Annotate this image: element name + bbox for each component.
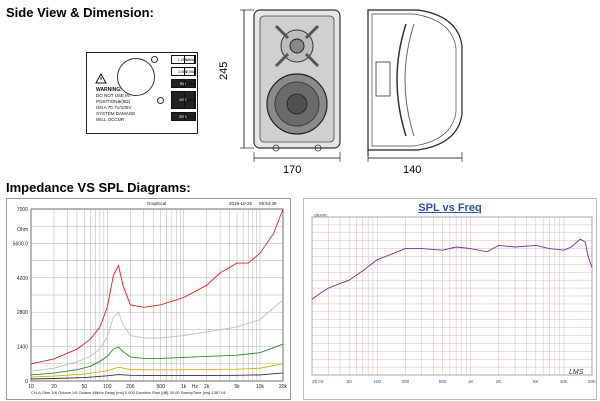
y-tick-label: 1400 [17,345,28,351]
warning-line: POSITION⊗(8Ω) [96,99,131,104]
chart-header-date: 2018-10-25 [229,201,253,206]
diagrams-heading: Impedance VS SPL Diagrams: [6,180,191,195]
x-tick-label: 20K [588,379,596,384]
x-axis-label: Hz [192,384,199,390]
screw-icon [157,97,164,104]
warning-line: WARNING: [96,87,122,93]
x-tick-label: 1K [468,379,474,384]
x-tick-label: 10k [256,384,265,390]
tap-column-right: 0.6W 1.5W 2.5W 100V N.C. [184,55,196,124]
tap-selector: 1.25W [171,55,195,64]
x-tick-label: 20 [51,384,57,390]
y-tick-label: 5600.0 [13,241,29,247]
side-view-drawing [367,9,463,162]
rear-label-plate: WARNING: DO NOT USE IN POSITION⊗(8Ω) ON … [86,52,198,134]
tap-selector: 100V [184,91,196,109]
x-tick-label: 1k [181,384,187,390]
x-tick-label: 100 [103,384,112,390]
tap-selector: 2.5W [184,79,196,88]
x-tick-label: 500 [439,379,447,384]
y-tick-label: 7000 [17,207,28,213]
height-dimension: 245 [218,61,230,80]
x-tick-label: 50 [82,384,88,390]
series-line [311,238,593,300]
x-tick-label: 10K [560,379,568,384]
x-tick-label: 200 [402,379,410,384]
tap-selector: 5W [171,79,195,88]
y-tick-label: 4200 [17,276,28,282]
spl-chart-title: SPL vs Freq [418,202,482,214]
impedance-chart-panel: Graphical 2018-10-25 09:54:39 0 1400 2800 4… [6,198,291,400]
chart-header-time: 09:54:39 [259,201,277,206]
tap-selector: 10W [171,91,195,109]
x-tick-label: 50 [347,379,353,384]
spl-watermark: LMS [569,369,584,376]
front-view-drawing [240,9,341,162]
mount-hole [117,58,155,96]
spl-chart: 20 Hz 50 100 200 500 1K 2K 5K 10K 20K [311,216,596,384]
chart-footer: CH-A Ohm 1/6 Octave 1/6 Octave 48kHz Del… [31,390,226,395]
width-dimension: 170 [283,164,302,176]
chart-header-label: Graphical [147,201,167,206]
x-tick-label: 5K [533,379,539,384]
warning-line: ON A 70.7V/100V [96,105,132,110]
side-view-heading: Side View & Dimension: [6,5,154,20]
series-line [30,372,284,380]
tap-selector: 2.5W [171,67,195,76]
x-tick-label: 5k [234,384,240,390]
warning-line: WILL OCCUR [96,117,125,122]
warning-triangle-icon [95,73,107,84]
warning-line: SYSTEM DAMAGE [96,111,136,116]
x-tick-label: 2k [204,384,210,390]
tap-selector: 20W [171,112,195,121]
y-tick-label: 0 [25,379,28,385]
depth-dimension: 140 [403,164,422,176]
warning-text: WARNING: DO NOT USE IN POSITION⊗(8Ω) ON … [96,87,158,123]
x-tick-label: 500 [157,384,166,390]
series-line [30,208,284,365]
screw-icon [151,56,158,63]
spl-chart-panel: SPL vs Freq dBSPL 20 Hz 50 100 200 500 1K 2K 5K… [303,198,597,400]
warning-line: DO NOT USE IN [96,93,130,98]
tap-selector: 0.6W [184,55,196,64]
series-line [30,363,284,378]
series-line [30,343,284,376]
x-tick-label: 100 [373,379,381,384]
y-axis-label: Ohm [17,227,28,233]
x-tick-label: 20k [279,384,288,390]
tap-selector: N.C. [184,112,196,121]
x-tick-label: 200 [126,384,135,390]
impedance-chart: 0 1400 2800 4200 5600.0 7000 10 20 50 100 200 500 1k… [13,207,288,390]
x-tick-label: 2K [496,379,502,384]
spl-y-unit: dBSPL [314,213,329,218]
x-tick-label: 10 [28,384,34,390]
tap-selector: 1.5W [184,67,196,76]
x-tick-label: 20 Hz [312,379,325,384]
tap-column-left: 1.25W 2.5W 5W 10W 20W [171,55,195,124]
series-line [30,299,284,372]
y-tick-label: 2800 [17,310,28,316]
